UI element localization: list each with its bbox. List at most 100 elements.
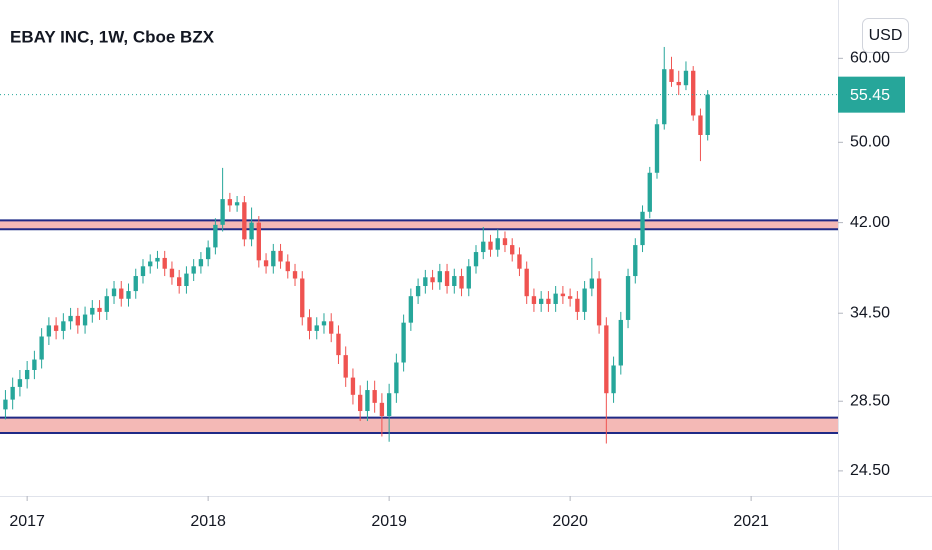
candle-body — [481, 241, 486, 253]
candle-body — [285, 261, 290, 272]
candle-body — [329, 321, 334, 334]
y-tick-label: 28.50 — [850, 392, 890, 409]
candle-body — [169, 268, 175, 278]
y-tick-label: 34.50 — [850, 304, 890, 321]
last-price-label: 55.45 — [850, 87, 890, 104]
y-tick-label: 50.00 — [850, 134, 890, 151]
candle-body — [625, 276, 631, 320]
candle-body — [3, 399, 8, 410]
candle-body — [437, 271, 442, 283]
candle-body — [495, 238, 500, 250]
candle-body — [531, 296, 537, 304]
candle-body — [314, 325, 319, 331]
candle-body — [148, 261, 153, 267]
candle-body — [234, 202, 240, 206]
candle-body — [307, 317, 312, 331]
candle-body — [560, 293, 566, 297]
zone — [0, 220, 838, 230]
candle-body — [669, 69, 674, 82]
candle-body — [90, 307, 95, 315]
y-tick-label: 60.00 — [850, 50, 890, 67]
last-price-box — [838, 76, 905, 113]
candle-body — [256, 222, 261, 261]
candle-body — [386, 393, 392, 417]
candle-body — [604, 325, 609, 394]
currency-label[interactable]: USD — [869, 27, 903, 44]
candle-body — [104, 296, 109, 312]
chart-title: EBAY INC, 1W, Cboe BZX — [10, 27, 215, 46]
candle-body — [415, 286, 421, 297]
candle-body — [473, 252, 479, 267]
candle-body — [379, 402, 385, 417]
candle-body — [155, 257, 160, 262]
candle-body — [488, 241, 493, 250]
candle-body — [343, 355, 348, 378]
candle-body — [408, 296, 414, 323]
candle-body — [162, 257, 167, 269]
candle-body — [75, 315, 80, 326]
candle-body — [32, 359, 37, 370]
candle-body — [401, 322, 406, 363]
candle-body — [691, 70, 696, 116]
candle-body — [394, 362, 399, 394]
candle-body — [662, 69, 667, 125]
plot-area — [0, 46, 838, 444]
candle-body — [589, 278, 595, 289]
x-tick-label: 2019 — [371, 513, 407, 530]
candle-body — [423, 277, 428, 287]
candle-body — [97, 307, 102, 312]
candle-body — [61, 321, 66, 331]
candle-body — [538, 298, 544, 304]
candle-body — [46, 325, 52, 337]
x-tick-label: 2018 — [190, 513, 226, 530]
candle-body — [452, 276, 457, 287]
candle-body — [444, 271, 450, 287]
candle-body — [611, 365, 616, 394]
x-tick-label: 2017 — [9, 513, 45, 530]
candle-body — [119, 288, 124, 299]
candle-body — [126, 291, 131, 299]
candle-body — [633, 245, 638, 277]
candle-body — [263, 260, 269, 267]
candle-body — [517, 254, 522, 269]
candle-body — [140, 266, 146, 277]
candle-body — [553, 293, 558, 304]
candle-body — [300, 278, 305, 318]
candle-body — [177, 277, 182, 287]
candle-body — [575, 298, 580, 312]
candle-body — [205, 247, 211, 260]
candle-body — [68, 315, 73, 322]
candle-body — [213, 224, 218, 248]
candle-body — [350, 377, 356, 395]
candle-body — [227, 199, 233, 206]
candle-body — [466, 266, 471, 289]
candle-body — [654, 124, 660, 173]
y-tick-label: 42.00 — [850, 214, 890, 231]
candle-body — [596, 278, 602, 326]
candle-body — [510, 245, 515, 255]
candle-body — [242, 202, 247, 240]
candle-body — [24, 369, 30, 380]
candle-body — [82, 314, 88, 326]
candle-body — [249, 222, 254, 240]
candle-body — [10, 386, 15, 400]
candle-body — [647, 172, 652, 212]
candle-body — [683, 70, 689, 86]
candle-body — [220, 199, 225, 225]
candle-body — [133, 276, 138, 292]
candle-body — [372, 390, 377, 403]
candle-body — [184, 273, 189, 287]
candle-body — [191, 266, 196, 274]
candle-body — [365, 390, 370, 412]
currency-button[interactable] — [862, 18, 909, 53]
candle-body — [524, 268, 529, 297]
candle-body — [567, 296, 573, 299]
candle-body — [336, 333, 341, 356]
zone — [0, 417, 838, 434]
candle-body — [358, 394, 363, 412]
candle-body — [278, 250, 283, 262]
candle-body — [292, 271, 298, 279]
